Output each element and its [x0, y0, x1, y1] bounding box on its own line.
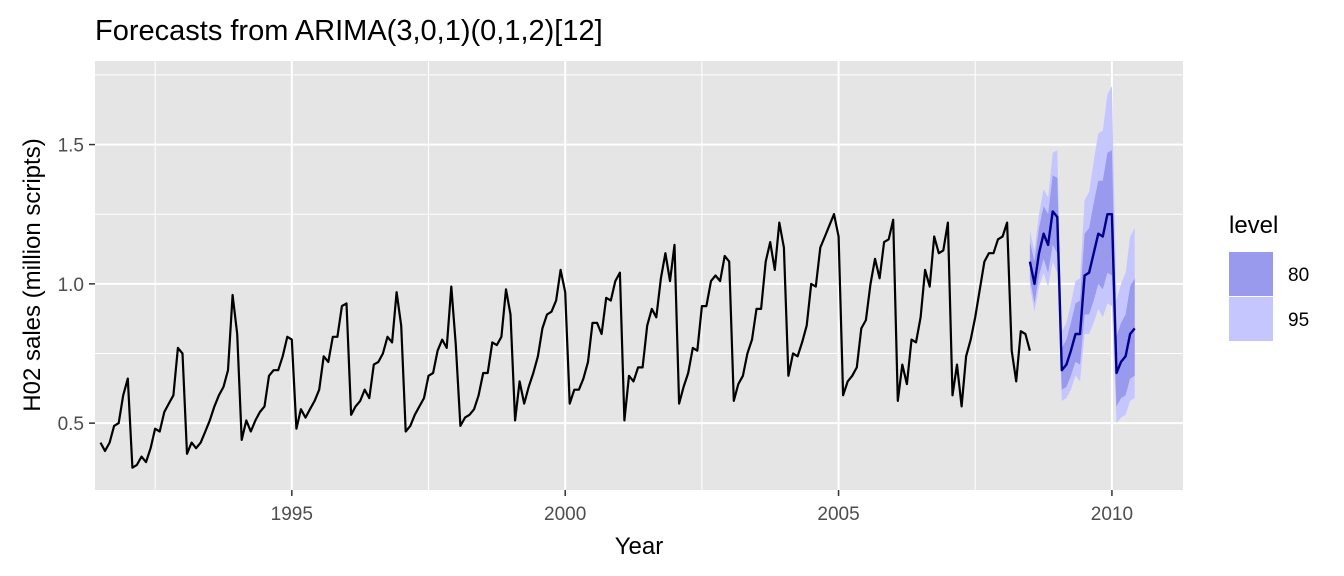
axis-ticks	[89, 143, 1113, 496]
legend-swatch-80	[1229, 252, 1273, 296]
y-tick-label: 1.0	[58, 275, 84, 296]
x-tick-label: 2005	[817, 504, 859, 525]
x-tick-label: 2000	[544, 504, 586, 525]
legend-label-80: 80	[1288, 265, 1309, 286]
legend: level 80 95	[1229, 212, 1309, 341]
legend-title: level	[1229, 212, 1278, 239]
x-tick-label: 2010	[1091, 504, 1133, 525]
x-axis-title: Year	[615, 533, 664, 560]
minor-gridlines	[95, 61, 1183, 490]
forecast-mean-line	[1028, 210, 1136, 375]
y-axis-title: H02 sales (million scripts)	[19, 138, 46, 411]
y-tick-label: 0.5	[58, 414, 84, 435]
x-tick-label: 1995	[271, 504, 313, 525]
legend-label-95: 95	[1288, 310, 1309, 331]
chart-title: Forecasts from ARIMA(3,0,1)(0,1,2)[12]	[95, 15, 603, 47]
plot-panel	[95, 61, 1183, 490]
legend-swatch-95	[1229, 297, 1273, 341]
history-series-line	[99, 213, 1031, 469]
y-tick-label: 1.5	[58, 136, 84, 157]
